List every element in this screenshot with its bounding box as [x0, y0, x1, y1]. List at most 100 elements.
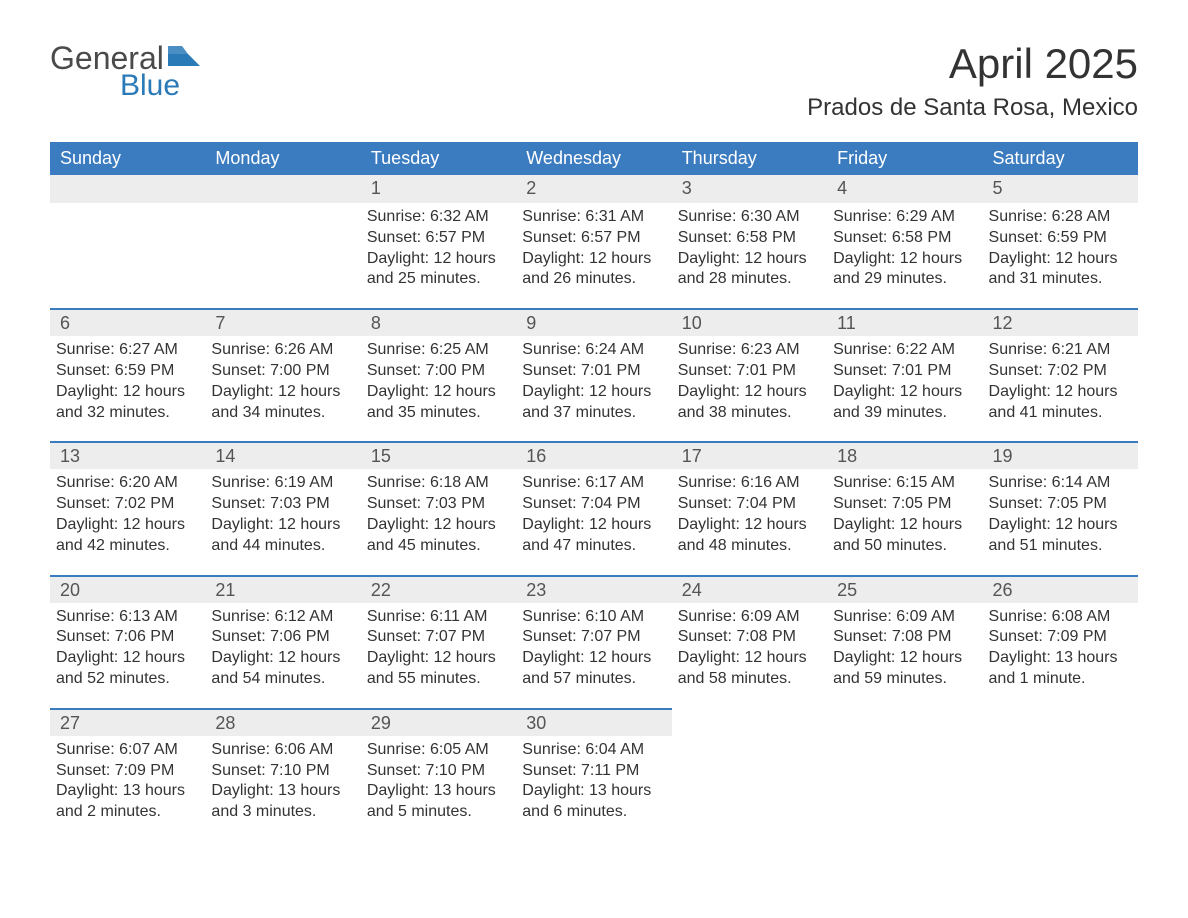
day-line: Sunrise: 6:16 AM [678, 473, 817, 494]
day-line: Sunset: 7:09 PM [989, 627, 1128, 648]
day-cell: 29 Sunrise: 6:05 AMSunset: 7:10 PMDayligh… [361, 708, 516, 841]
day-line: Sunset: 7:00 PM [367, 361, 506, 382]
day-line: Sunrise: 6:20 AM [56, 473, 195, 494]
day-cell: 24Sunrise: 6:09 AMSunset: 7:08 PMDayligh… [672, 575, 827, 708]
day-line: and 41 minutes. [989, 403, 1128, 424]
day-header: Friday [827, 142, 982, 175]
day-line: Sunset: 7:02 PM [56, 494, 195, 515]
day-line: Daylight: 12 hours [989, 515, 1128, 536]
day-body: Sunrise: 6:23 AMSunset: 7:01 PMDaylight:… [672, 336, 827, 423]
day-line: and 38 minutes. [678, 403, 817, 424]
location-label: Prados de Santa Rosa, Mexico [807, 94, 1138, 122]
day-line: and 52 minutes. [56, 669, 195, 690]
day-number [983, 708, 1138, 736]
day-line: Daylight: 12 hours [211, 648, 350, 669]
day-line: and 54 minutes. [211, 669, 350, 690]
day-line: Sunset: 7:07 PM [522, 627, 661, 648]
day-number [672, 708, 827, 736]
day-body [205, 203, 360, 207]
day-cell: 22Sunrise: 6:11 AMSunset: 7:07 PMDayligh… [361, 575, 516, 708]
day-body: Sunrise: 6:27 AMSunset: 6:59 PMDaylight:… [50, 336, 205, 423]
day-number: 14 [205, 441, 360, 469]
day-cell: 23Sunrise: 6:10 AMSunset: 7:07 PMDayligh… [516, 575, 671, 708]
day-number: 9 [516, 308, 671, 336]
day-number: 17 [672, 441, 827, 469]
day-line: Daylight: 12 hours [833, 382, 972, 403]
day-header: Monday [205, 142, 360, 175]
day-line: and 48 minutes. [678, 536, 817, 557]
day-cell: 2Sunrise: 6:31 AMSunset: 6:57 PMDaylight… [516, 175, 671, 308]
day-line: Sunrise: 6:09 AM [678, 607, 817, 628]
day-line: Sunset: 6:58 PM [678, 228, 817, 249]
day-line: Sunrise: 6:05 AM [367, 740, 506, 761]
day-number: 29 [361, 708, 516, 736]
day-body: Sunrise: 6:08 AMSunset: 7:09 PMDaylight:… [983, 603, 1138, 690]
day-body: Sunrise: 6:09 AMSunset: 7:08 PMDaylight:… [827, 603, 982, 690]
day-number: 11 [827, 308, 982, 336]
day-line: Sunrise: 6:09 AM [833, 607, 972, 628]
day-body: Sunrise: 6:15 AMSunset: 7:05 PMDaylight:… [827, 469, 982, 556]
day-line: Sunset: 7:02 PM [989, 361, 1128, 382]
day-line: Daylight: 13 hours [367, 781, 506, 802]
day-line: Daylight: 12 hours [678, 515, 817, 536]
day-number: 16 [516, 441, 671, 469]
day-line: Sunset: 7:10 PM [367, 761, 506, 782]
day-line: Daylight: 12 hours [522, 382, 661, 403]
day-line: Sunrise: 6:12 AM [211, 607, 350, 628]
day-line: Sunrise: 6:30 AM [678, 207, 817, 228]
day-cell [205, 175, 360, 308]
day-body: Sunrise: 6:13 AMSunset: 7:06 PMDaylight:… [50, 603, 205, 690]
day-line: Sunset: 7:11 PM [522, 761, 661, 782]
day-number: 4 [827, 175, 982, 203]
day-line: and 42 minutes. [56, 536, 195, 557]
day-body: Sunrise: 6:25 AMSunset: 7:00 PMDaylight:… [361, 336, 516, 423]
day-cell: 5Sunrise: 6:28 AMSunset: 6:59 PMDaylight… [983, 175, 1138, 308]
day-cell: 14Sunrise: 6:19 AMSunset: 7:03 PMDayligh… [205, 441, 360, 574]
day-cell: 9Sunrise: 6:24 AMSunset: 7:01 PMDaylight… [516, 308, 671, 441]
day-line: Daylight: 12 hours [367, 648, 506, 669]
day-line: Sunrise: 6:28 AM [989, 207, 1128, 228]
day-header: Wednesday [516, 142, 671, 175]
day-cell: 18Sunrise: 6:15 AMSunset: 7:05 PMDayligh… [827, 441, 982, 574]
day-line: and 39 minutes. [833, 403, 972, 424]
day-line: Sunset: 7:03 PM [367, 494, 506, 515]
day-cell: 12Sunrise: 6:21 AMSunset: 7:02 PMDayligh… [983, 308, 1138, 441]
day-line: Sunset: 7:04 PM [678, 494, 817, 515]
day-line: Daylight: 12 hours [367, 249, 506, 270]
day-body: Sunrise: 6:28 AMSunset: 6:59 PMDaylight:… [983, 203, 1138, 290]
day-cell: 27Sunrise: 6:07 AMSunset: 7:09 PMDayligh… [50, 708, 205, 841]
day-header: Tuesday [361, 142, 516, 175]
day-line: Sunrise: 6:13 AM [56, 607, 195, 628]
day-number: 28 [205, 708, 360, 736]
day-line: Sunrise: 6:07 AM [56, 740, 195, 761]
day-line: Sunrise: 6:06 AM [211, 740, 350, 761]
day-line: and 34 minutes. [211, 403, 350, 424]
day-body: Sunrise: 6:26 AMSunset: 7:00 PMDaylight:… [205, 336, 360, 423]
day-line: Sunrise: 6:21 AM [989, 340, 1128, 361]
day-cell: 30Sunrise: 6:04 AMSunset: 7:11 PMDayligh… [516, 708, 671, 841]
day-body [50, 203, 205, 207]
day-line: Sunset: 7:08 PM [833, 627, 972, 648]
title-block: April 2025 Prados de Santa Rosa, Mexico [807, 40, 1138, 122]
day-body: Sunrise: 6:11 AMSunset: 7:07 PMDaylight:… [361, 603, 516, 690]
day-line: Sunset: 6:58 PM [833, 228, 972, 249]
day-number: 18 [827, 441, 982, 469]
week-row: 27Sunrise: 6:07 AMSunset: 7:09 PMDayligh… [50, 708, 1138, 841]
day-line: Daylight: 12 hours [522, 249, 661, 270]
day-line: Sunrise: 6:32 AM [367, 207, 506, 228]
day-line: Daylight: 12 hours [678, 648, 817, 669]
day-cell: 21Sunrise: 6:12 AMSunset: 7:06 PMDayligh… [205, 575, 360, 708]
day-line: Daylight: 12 hours [367, 515, 506, 536]
week-row: 13Sunrise: 6:20 AMSunset: 7:02 PMDayligh… [50, 441, 1138, 574]
day-body: Sunrise: 6:32 AMSunset: 6:57 PMDaylight:… [361, 203, 516, 290]
day-cell: 4Sunrise: 6:29 AMSunset: 6:58 PMDaylight… [827, 175, 982, 308]
day-cell: 26Sunrise: 6:08 AMSunset: 7:09 PMDayligh… [983, 575, 1138, 708]
day-line: Sunrise: 6:11 AM [367, 607, 506, 628]
day-line: and 26 minutes. [522, 269, 661, 290]
day-header: Thursday [672, 142, 827, 175]
day-line: Daylight: 13 hours [522, 781, 661, 802]
day-number: 22 [361, 575, 516, 603]
day-line: and 6 minutes. [522, 802, 661, 823]
day-number: 26 [983, 575, 1138, 603]
brand-logo: General Blue [50, 40, 200, 103]
